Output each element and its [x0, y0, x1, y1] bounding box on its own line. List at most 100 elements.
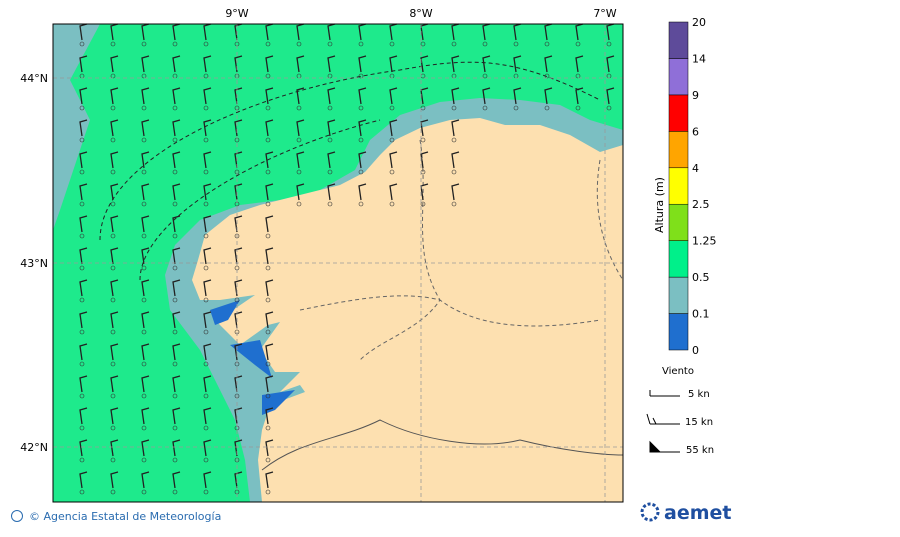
wind-barb — [389, 87, 398, 105]
colorbar-segment — [668, 167, 689, 205]
barb-station — [358, 41, 364, 47]
wind-barb — [172, 343, 181, 361]
wind-barb — [358, 23, 367, 41]
wind-barb — [172, 183, 181, 201]
wind-barb — [451, 151, 460, 169]
colorbar-segment — [668, 203, 689, 241]
wind-barb — [172, 439, 181, 457]
barb-station — [172, 457, 178, 463]
barb-station — [79, 393, 85, 399]
wind-barb — [203, 407, 212, 425]
wind-barb — [141, 343, 150, 361]
barb-station — [110, 393, 116, 399]
barb-station — [141, 297, 147, 303]
barb-station — [358, 201, 364, 207]
wind-barb — [265, 55, 274, 73]
barb-station — [327, 41, 333, 47]
barb-station — [110, 297, 116, 303]
barb-station — [79, 489, 85, 495]
barb-station — [79, 137, 85, 143]
wind-barb — [327, 55, 336, 73]
wind-barb — [79, 23, 88, 41]
barb-station — [141, 41, 147, 47]
wind-barb — [203, 87, 212, 105]
wind-barb — [172, 247, 181, 265]
barb-station — [265, 105, 271, 111]
wind-barb — [513, 55, 522, 73]
wind-barb — [265, 439, 274, 457]
barb-station — [513, 105, 519, 111]
barb-station — [203, 489, 209, 495]
wind-barb — [234, 471, 243, 489]
barb-station — [265, 393, 271, 399]
graticule — [53, 24, 623, 502]
barb-station — [172, 169, 178, 175]
barb-station — [265, 297, 271, 303]
wind-barb — [389, 55, 398, 73]
wind-barb — [141, 151, 150, 169]
wind-legend-title: Viento — [662, 366, 694, 377]
wind-barb — [265, 183, 274, 201]
barb-station — [265, 201, 271, 207]
barb-station — [265, 425, 271, 431]
barb-station — [203, 425, 209, 431]
barb-station — [544, 41, 550, 47]
barb-station — [265, 361, 271, 367]
wind-barb — [141, 55, 150, 73]
wind-barb — [451, 119, 460, 137]
barb-station — [110, 489, 116, 495]
wind-barb — [110, 375, 119, 393]
wind-barb — [234, 119, 243, 137]
barb-station — [172, 41, 178, 47]
barb-station — [172, 393, 178, 399]
barb-station — [172, 425, 178, 431]
barb-station — [420, 201, 426, 207]
wind-barb — [79, 375, 88, 393]
wind-barb — [606, 87, 615, 105]
colorbar-label: 14 — [692, 52, 706, 65]
wind-barb — [110, 343, 119, 361]
wind-barb — [265, 87, 274, 105]
colorbar-label: 1.25 — [692, 235, 717, 248]
wind-barb — [234, 183, 243, 201]
barb-station — [141, 105, 147, 111]
barb-station — [451, 137, 457, 143]
barb-station — [172, 137, 178, 143]
wind-barb — [265, 151, 274, 169]
barb-station — [389, 169, 395, 175]
credit: © Agencia Estatal de Meteorología — [29, 510, 221, 523]
wind-barb — [451, 23, 460, 41]
wind-barb — [234, 55, 243, 73]
colorbar-label: 4 — [692, 162, 699, 175]
wind-barb — [79, 279, 88, 297]
wind-barb — [265, 343, 274, 361]
land — [192, 118, 623, 502]
wind-barb — [544, 87, 553, 105]
barb-station — [513, 41, 519, 47]
wind-barb — [203, 471, 212, 489]
wind-barb — [141, 439, 150, 457]
barb-station — [141, 457, 147, 463]
wind-legend-item: 55 kn — [686, 445, 714, 456]
wind-barb — [575, 23, 584, 41]
barb-station — [79, 425, 85, 431]
wind-barb — [110, 119, 119, 137]
barb-station — [296, 137, 302, 143]
barb-station — [141, 265, 147, 271]
wind-barb — [327, 87, 336, 105]
barb-station — [296, 41, 302, 47]
wind-barb — [110, 247, 119, 265]
lon-label: 7°W — [593, 7, 616, 20]
wind-barb — [265, 279, 274, 297]
colorbar-label: 0.1 — [692, 308, 710, 321]
wind-barb — [203, 55, 212, 73]
barb-station — [203, 169, 209, 175]
wind-barb — [296, 55, 305, 73]
colorbar-segment — [668, 131, 689, 169]
barb-station — [172, 265, 178, 271]
barb-station — [141, 201, 147, 207]
wind-barb — [79, 119, 88, 137]
barb-station — [110, 169, 116, 175]
